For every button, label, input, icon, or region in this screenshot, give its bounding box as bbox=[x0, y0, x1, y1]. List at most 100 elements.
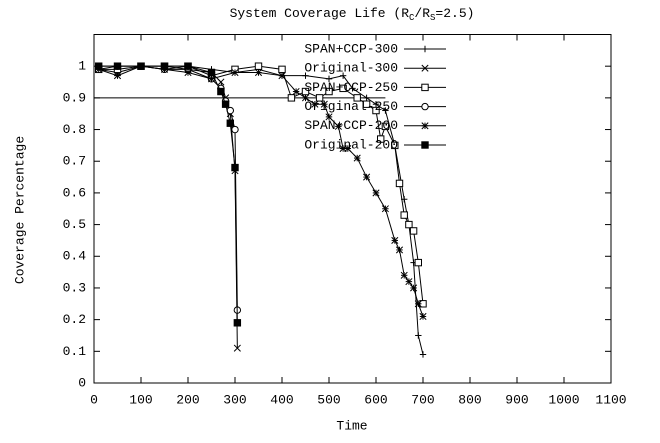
series-line bbox=[98, 65, 238, 349]
marker-stroke bbox=[320, 100, 328, 108]
point-marker bbox=[353, 94, 361, 102]
marker-shape bbox=[221, 100, 230, 108]
point-marker bbox=[184, 62, 192, 70]
point-marker bbox=[339, 84, 347, 93]
marker-stroke bbox=[292, 87, 300, 96]
marker-shape bbox=[421, 83, 429, 92]
title-part: /R bbox=[414, 6, 430, 21]
y-tick-label: 0.8 bbox=[63, 122, 86, 137]
point-marker bbox=[400, 211, 408, 219]
marker-shape bbox=[414, 258, 423, 267]
point-marker bbox=[414, 258, 423, 267]
chart-title: System Coverage Life (RC/RS=2.5) bbox=[230, 6, 475, 23]
series-line bbox=[98, 65, 238, 311]
point-marker bbox=[349, 85, 356, 92]
point-marker bbox=[233, 319, 242, 327]
point-marker bbox=[372, 106, 380, 115]
point-marker bbox=[395, 246, 404, 254]
marker-shape bbox=[207, 68, 216, 77]
y-tick-label: 0 bbox=[78, 375, 86, 390]
marker-stroke bbox=[391, 236, 399, 244]
point-marker bbox=[278, 72, 286, 80]
x-tick-label: 900 bbox=[505, 392, 528, 407]
marker-stroke bbox=[301, 94, 310, 102]
marker-stroke bbox=[334, 122, 342, 130]
marker-stroke bbox=[233, 344, 241, 352]
point-marker bbox=[353, 154, 361, 162]
point-marker bbox=[421, 45, 429, 53]
legend-label: Original-300 bbox=[304, 61, 398, 76]
marker-shape bbox=[391, 141, 399, 150]
point-marker bbox=[339, 72, 347, 79]
point-marker bbox=[311, 100, 319, 108]
series-line bbox=[98, 65, 238, 323]
point-marker bbox=[278, 65, 286, 74]
point-marker bbox=[217, 78, 225, 86]
marker-shape bbox=[254, 62, 263, 70]
marker-shape bbox=[377, 135, 385, 143]
y-tick-label: 0.6 bbox=[63, 185, 86, 200]
point-marker bbox=[381, 122, 390, 131]
marker-shape bbox=[226, 119, 235, 127]
point-marker bbox=[400, 271, 408, 279]
marker-stroke bbox=[395, 246, 404, 254]
marker-shape bbox=[233, 319, 242, 327]
marker-stroke bbox=[344, 145, 352, 153]
point-marker bbox=[320, 100, 328, 108]
y-tick-label: 0.7 bbox=[63, 154, 86, 169]
x-tick-label: 800 bbox=[458, 392, 481, 407]
point-marker bbox=[217, 87, 225, 96]
x-tick-label: 0 bbox=[90, 392, 98, 407]
marker-shape bbox=[353, 94, 361, 102]
x-tick-label: 400 bbox=[270, 392, 293, 407]
legend-label: Original-200 bbox=[304, 137, 398, 152]
point-marker bbox=[95, 62, 103, 70]
point-marker bbox=[254, 68, 263, 77]
point-marker bbox=[363, 94, 370, 102]
point-marker bbox=[325, 87, 333, 96]
legend-label: Original-250 bbox=[304, 99, 398, 114]
point-marker bbox=[421, 64, 429, 72]
point-marker bbox=[415, 332, 422, 339]
y-tick-label: 0.5 bbox=[63, 217, 86, 232]
point-marker bbox=[391, 236, 399, 244]
point-marker bbox=[419, 312, 427, 321]
point-marker bbox=[382, 107, 389, 114]
x-tick-label: 300 bbox=[223, 392, 246, 407]
point-marker bbox=[362, 100, 371, 108]
marker-shape bbox=[217, 87, 225, 96]
marker-shape bbox=[405, 220, 413, 229]
plot-frame bbox=[93, 34, 612, 384]
x-tick-label: 200 bbox=[176, 392, 199, 407]
point-marker bbox=[137, 62, 145, 70]
marker-shape bbox=[421, 141, 429, 149]
legend-label: SPAN+CCP-250 bbox=[304, 80, 398, 95]
marker-stroke bbox=[421, 122, 429, 130]
marker-stroke bbox=[113, 72, 122, 80]
point-marker bbox=[405, 278, 413, 286]
point-marker bbox=[391, 141, 399, 150]
title-part: =2.5) bbox=[435, 6, 474, 21]
point-marker bbox=[233, 344, 241, 352]
marker-stroke bbox=[278, 72, 286, 80]
point-marker bbox=[409, 227, 418, 235]
marker-shape bbox=[137, 62, 145, 70]
y-tick-label: 0.2 bbox=[63, 312, 86, 327]
marker-stroke bbox=[405, 278, 413, 286]
point-marker bbox=[377, 135, 385, 143]
marker-shape bbox=[113, 62, 122, 70]
marker-stroke bbox=[372, 189, 380, 197]
marker-shape bbox=[278, 65, 286, 74]
point-marker bbox=[421, 141, 429, 149]
marker-shape bbox=[409, 227, 418, 235]
marker-stroke bbox=[311, 100, 319, 108]
point-marker bbox=[292, 87, 300, 96]
marker-stroke bbox=[353, 154, 361, 162]
marker-stroke bbox=[381, 205, 389, 213]
marker-shape bbox=[381, 122, 390, 131]
y-tick-label: 0.1 bbox=[63, 344, 87, 359]
point-marker bbox=[405, 220, 413, 229]
x-axis-label: Time bbox=[336, 418, 367, 433]
